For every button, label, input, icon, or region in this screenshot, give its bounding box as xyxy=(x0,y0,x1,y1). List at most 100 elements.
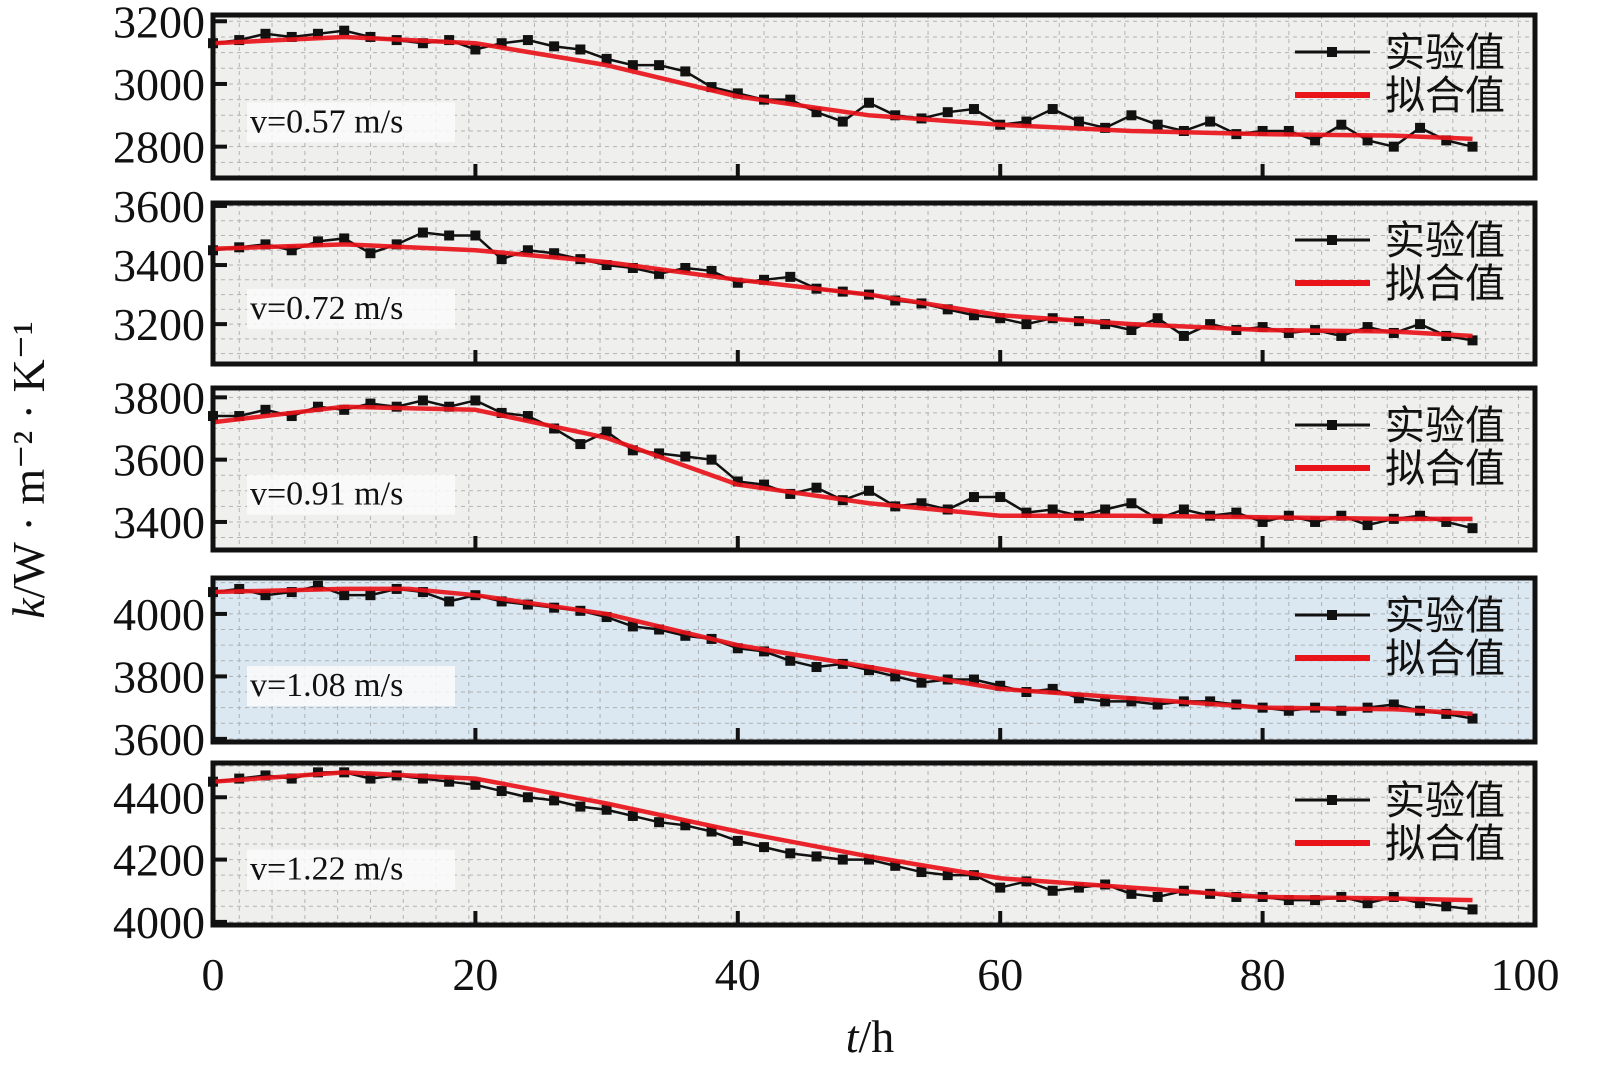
experimental-marker xyxy=(1415,319,1426,330)
x-axis: 0 20 40 60 80 100 xyxy=(202,949,1560,1000)
y-tick-label: 3800 xyxy=(113,372,205,423)
legend-experimental-marker xyxy=(1327,795,1337,805)
experimental-marker xyxy=(627,262,638,273)
experimental-marker xyxy=(785,271,796,282)
experimental-marker xyxy=(1283,327,1294,338)
velocity-label-background xyxy=(247,474,455,515)
y-axis-variable: k xyxy=(3,597,54,619)
velocity-label: v=1.08 m/s xyxy=(250,667,403,704)
experimental-marker xyxy=(1100,696,1111,707)
experimental-marker xyxy=(654,448,665,459)
experimental-marker xyxy=(1152,513,1163,524)
experimental-marker xyxy=(1021,319,1032,330)
experimental-marker xyxy=(995,313,1006,324)
experimental-marker xyxy=(1178,504,1189,515)
experimental-marker xyxy=(365,773,376,784)
experimental-marker xyxy=(995,492,1006,503)
experimental-marker xyxy=(260,239,271,250)
experimental-marker xyxy=(1336,330,1347,341)
experimental-marker xyxy=(444,401,455,412)
experimental-marker xyxy=(968,310,979,321)
y-tick-label: 3400 xyxy=(113,240,205,291)
experimental-marker xyxy=(1467,141,1478,152)
y-tick-label: 4400 xyxy=(113,772,205,823)
experimental-marker xyxy=(1283,895,1294,906)
experimental-marker xyxy=(942,107,953,118)
experimental-marker xyxy=(365,590,376,601)
experimental-marker xyxy=(759,479,770,490)
experimental-marker xyxy=(627,810,638,821)
experimental-marker xyxy=(365,248,376,259)
experimental-marker xyxy=(391,239,402,250)
experimental-marker xyxy=(417,773,428,784)
experimental-marker xyxy=(811,107,822,118)
y-tick-label: 3200 xyxy=(113,0,205,47)
x-axis-unit: /h xyxy=(859,1011,895,1062)
legend-experimental-marker xyxy=(1327,610,1337,620)
experimental-marker xyxy=(864,97,874,108)
experimental-marker xyxy=(1231,507,1242,518)
panel-frame xyxy=(210,12,1538,181)
experimental-marker xyxy=(234,411,245,422)
velocity-label: v=1.22 m/s xyxy=(250,851,403,888)
experimental-marker xyxy=(680,262,691,273)
y-axis-label: k/W · m⁻² · K⁻¹ xyxy=(3,321,54,619)
experimental-marker xyxy=(1310,895,1321,906)
legend-experimental-marker xyxy=(1327,235,1337,245)
legend-experimental-label: 实验值 xyxy=(1385,593,1505,639)
panel-frame xyxy=(210,575,1538,745)
experimental-marker xyxy=(1178,330,1189,341)
experimental-marker xyxy=(1362,322,1373,333)
experimental-marker xyxy=(680,820,691,831)
experimental-marker xyxy=(890,860,901,871)
x-tick-label: 40 xyxy=(715,949,761,1000)
experimental-marker xyxy=(470,230,481,241)
experimental-marker xyxy=(1336,510,1347,521)
experimental-marker xyxy=(864,854,874,865)
experimental-marker xyxy=(1126,110,1137,121)
experimental-marker xyxy=(496,786,507,797)
x-tick-label: 80 xyxy=(1240,949,1286,1000)
x-axis-label: t/h xyxy=(846,1011,895,1062)
experimental-marker xyxy=(1257,125,1268,136)
experimental-marker xyxy=(1415,510,1426,521)
legend-fitted-label: 拟合值 xyxy=(1385,73,1505,119)
experimental-marker xyxy=(470,44,481,55)
experimental-marker xyxy=(496,596,507,607)
experimental-marker xyxy=(470,779,481,790)
experimental-marker xyxy=(496,407,507,418)
experimental-marker xyxy=(1283,705,1294,716)
y-tick-label: 3000 xyxy=(113,59,205,110)
velocity-label-background xyxy=(247,849,455,890)
experimental-marker xyxy=(1310,135,1321,146)
experimental-marker xyxy=(601,53,612,64)
experimental-marker xyxy=(1126,325,1137,336)
experimental-marker xyxy=(706,826,717,837)
experimental-marker xyxy=(1126,696,1137,707)
legend-experimental-label: 实验值 xyxy=(1385,30,1505,76)
experimental-marker xyxy=(995,680,1006,691)
experimental-marker xyxy=(942,304,953,315)
experimental-marker xyxy=(1205,319,1216,330)
experimental-marker xyxy=(942,870,953,881)
experimental-marker xyxy=(732,835,743,846)
experimental-marker xyxy=(1257,322,1268,333)
experimental-marker xyxy=(759,274,770,285)
experimental-marker xyxy=(286,411,297,422)
experimental-marker xyxy=(549,41,560,52)
experimental-marker xyxy=(837,854,848,865)
panel-frame xyxy=(210,760,1538,928)
experimental-marker xyxy=(601,260,612,271)
y-tick-label: 4000 xyxy=(113,897,205,948)
experimental-marker xyxy=(811,851,822,862)
experimental-marker xyxy=(811,662,822,673)
experimental-marker xyxy=(1205,116,1216,127)
experimental-marker xyxy=(260,28,271,39)
y-tick-label: 3800 xyxy=(113,651,205,702)
y-tick-label: 3200 xyxy=(113,299,205,350)
experimental-marker xyxy=(968,104,979,115)
